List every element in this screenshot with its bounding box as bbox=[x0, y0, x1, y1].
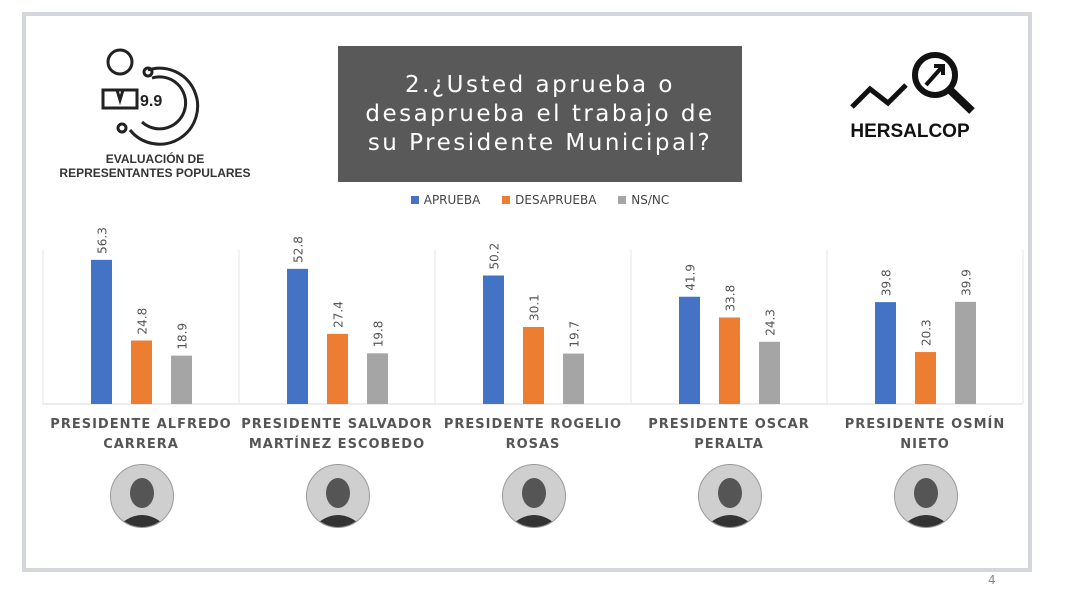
president-photo bbox=[894, 464, 958, 528]
data-label: 24.8 bbox=[136, 308, 150, 335]
bar-aprueba-2 bbox=[483, 275, 504, 404]
president-photo bbox=[306, 464, 370, 528]
data-label: 33.8 bbox=[724, 285, 738, 312]
chart-legend: APRUEBA DESAPRUEBA NS/NC bbox=[0, 193, 1080, 207]
data-label: 50.2 bbox=[488, 243, 502, 270]
category-label: PRESIDENTE ALFREDO CARRERA bbox=[50, 417, 232, 452]
president-photo bbox=[698, 464, 762, 528]
bar-aprueba-0 bbox=[91, 259, 112, 404]
evaluacion-logo: 9.9 EVALUACIÓN DE REPRESENTANTES POPULARE… bbox=[40, 40, 270, 185]
president-photo bbox=[502, 464, 566, 528]
category-label: PRESIDENTE OSCAR PERALTA bbox=[648, 417, 810, 452]
president-photo bbox=[110, 464, 174, 528]
data-label: 20.3 bbox=[920, 319, 934, 346]
data-label: 41.9 bbox=[684, 264, 698, 291]
category-label: PRESIDENTE SALVADOR MARTÍNEZ ESCOBEDO bbox=[241, 417, 433, 452]
legend-nsnc: NS/NC bbox=[618, 193, 669, 207]
bar-aprueba-3 bbox=[679, 296, 700, 404]
bar-nsnc-3 bbox=[759, 341, 780, 404]
bar-nsnc-2 bbox=[563, 353, 584, 404]
data-label: 56.3 bbox=[96, 227, 110, 254]
bar-aprueba-1 bbox=[287, 268, 308, 404]
data-label: 18.9 bbox=[176, 323, 190, 350]
page-number: 4 bbox=[988, 573, 996, 587]
data-label: 52.8 bbox=[292, 236, 306, 263]
bar-nsnc-0 bbox=[171, 355, 192, 404]
bar-desaprueba-0 bbox=[131, 340, 152, 404]
data-label: 30.1 bbox=[528, 294, 542, 321]
bar-desaprueba-3 bbox=[719, 317, 740, 404]
legend-desaprueba: DESAPRUEBA bbox=[502, 193, 596, 207]
data-label: 27.4 bbox=[332, 301, 346, 328]
data-label: 39.8 bbox=[880, 269, 894, 296]
person-score-icon: 9.9 bbox=[101, 48, 200, 146]
bar-desaprueba-2 bbox=[523, 326, 544, 404]
data-label: 19.8 bbox=[372, 321, 386, 348]
hersalcop-logo: HERSALCOP bbox=[840, 45, 990, 155]
bar-nsnc-1 bbox=[367, 353, 388, 404]
logo-caption-2: REPRESENTANTES POPULARES bbox=[59, 166, 251, 180]
logo-caption-1: EVALUACIÓN DE bbox=[105, 152, 205, 166]
bar-aprueba-4 bbox=[875, 302, 896, 404]
bar-desaprueba-1 bbox=[327, 333, 348, 404]
magnifier-chart-icon bbox=[850, 52, 975, 114]
category-label: PRESIDENTE OSMÍN NIETO bbox=[844, 417, 1006, 452]
legend-aprueba: APRUEBA bbox=[410, 193, 480, 207]
question-title: 2.¿Usted aprueba o desaprueba el trabajo… bbox=[338, 46, 742, 182]
data-label: 39.9 bbox=[960, 269, 974, 296]
data-label: 24.3 bbox=[764, 309, 778, 336]
bar-desaprueba-4 bbox=[915, 352, 936, 404]
category-label: PRESIDENTE ROGELIO ROSAS bbox=[443, 417, 623, 452]
svg-text:9.9: 9.9 bbox=[140, 93, 162, 110]
data-label: 19.7 bbox=[568, 321, 582, 348]
brand-name: HERSALCOP bbox=[850, 121, 970, 142]
bar-nsnc-4 bbox=[955, 301, 976, 404]
